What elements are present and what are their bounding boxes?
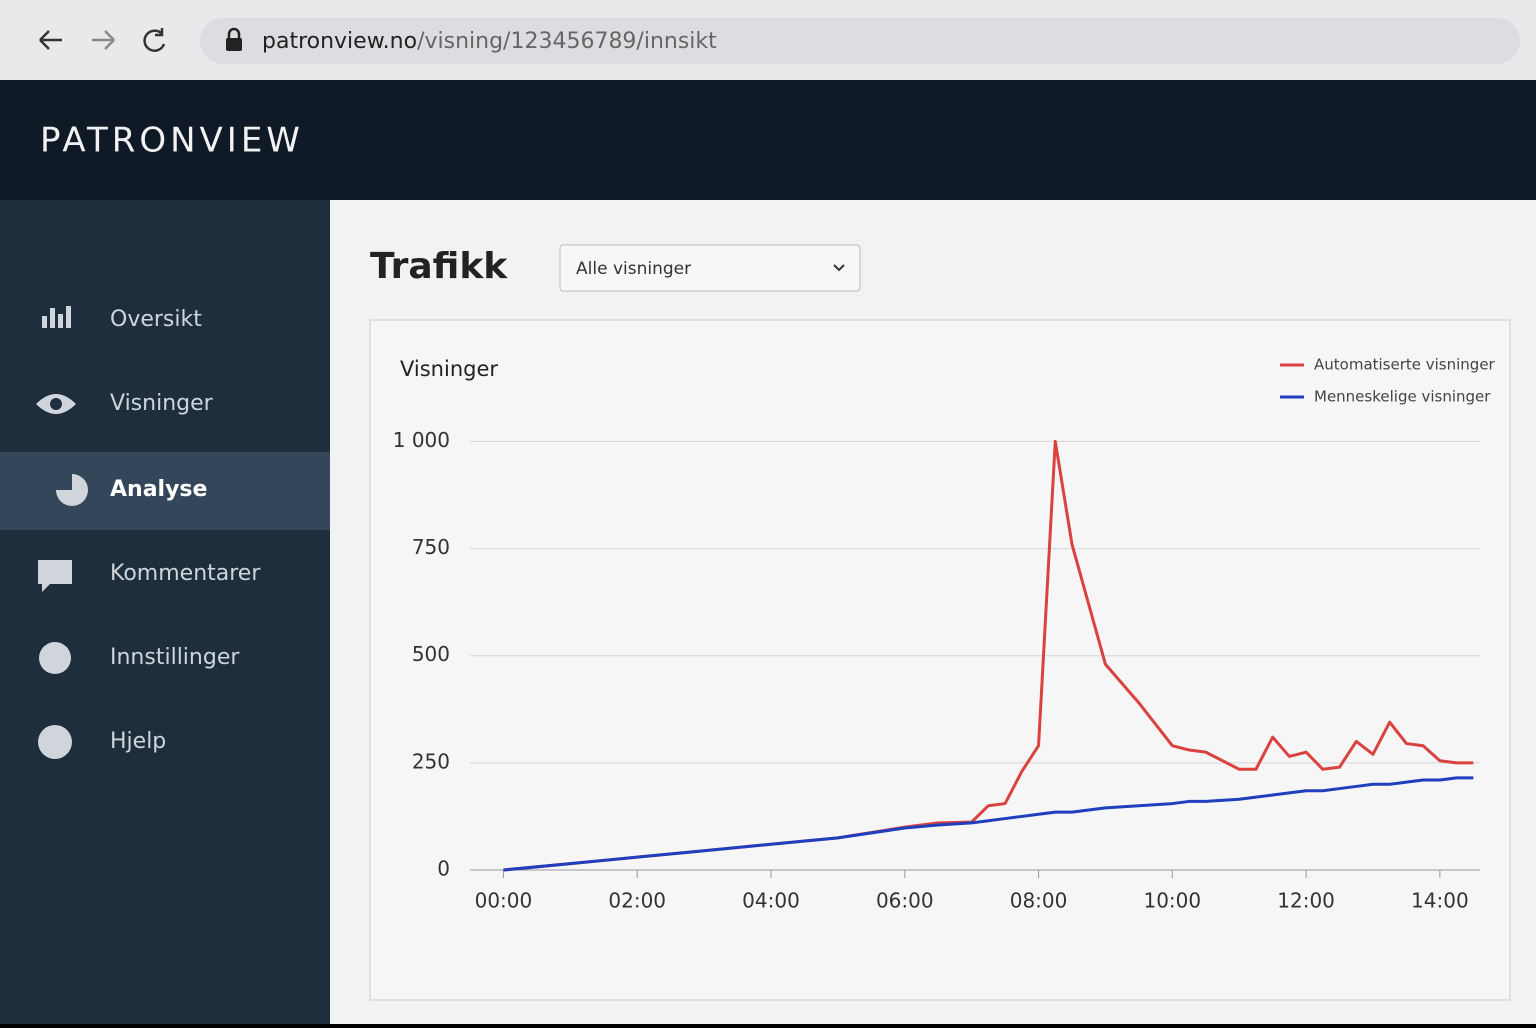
nav-item[interactable]: Analyse: [0, 452, 330, 530]
nav-icon: [42, 306, 71, 328]
browser-controls: [39, 28, 166, 52]
x-tick-label: 00:00: [475, 889, 533, 913]
nav: Oversikt Visninger Analyse Kommentarer Innst…: [0, 306, 330, 759]
y-tick-label: 250: [412, 749, 450, 773]
x-tick-label: 14:00: [1411, 889, 1469, 913]
nav-item[interactable]: Oversikt: [42, 306, 202, 332]
y-tick-label: 0: [437, 857, 450, 881]
x-tick-label: 06:00: [876, 889, 934, 913]
nav-label: Kommentarer: [110, 561, 261, 586]
chart: Visninger 0 250 500 750 1 000 00:00 02:00 04:00…: [393, 356, 1496, 913]
x-tick-label: 04:00: [742, 889, 800, 913]
lock-icon: [226, 27, 242, 51]
nav-label: Innstillinger: [110, 645, 240, 670]
url-domain: patronview.no: [262, 29, 417, 54]
x-tick-label: 10:00: [1143, 889, 1201, 913]
page-title: Trafikk: [370, 246, 508, 287]
legend-label: Automatiserte visninger: [1314, 356, 1496, 374]
x-tick-label: 08:00: [1010, 889, 1068, 913]
nav-active-bg: [0, 452, 330, 530]
nav-item[interactable]: Visninger: [36, 391, 214, 416]
dropdown[interactable]: [559, 244, 861, 292]
dropdown-caret: [833, 264, 845, 272]
address-bar[interactable]: [200, 18, 1520, 64]
back-button[interactable]: [39, 30, 62, 50]
nav-item[interactable]: Hjelp: [38, 725, 166, 759]
y-tick-label: 500: [412, 642, 450, 666]
nav-icon: [39, 642, 71, 674]
url-path: /visning/123456789/innsikt: [417, 29, 717, 54]
dropdown-value: Alle visninger: [576, 259, 691, 279]
nav-label: Hjelp: [110, 729, 166, 754]
chart-title: Visninger: [400, 357, 498, 381]
nav-label: Oversikt: [110, 307, 202, 332]
y-tick-label: 750: [412, 535, 450, 559]
nav-label: Visninger: [110, 391, 214, 416]
nav-icon: [56, 474, 88, 506]
reload-button[interactable]: [143, 28, 166, 52]
chart-card: [369, 319, 1511, 1001]
legend-label: Menneskelige visninger: [1314, 388, 1491, 406]
x-tick-label: 02:00: [608, 889, 666, 913]
app-header: [0, 80, 1536, 200]
forward-button[interactable]: [92, 30, 115, 50]
nav-item[interactable]: Innstillinger: [39, 642, 240, 674]
sidebar: [0, 200, 330, 1024]
series-line: [503, 776, 1474, 872]
nav-label: Analyse: [110, 477, 207, 502]
nav-icon: [38, 560, 72, 592]
brand[interactable]: PATRONVIEW: [40, 121, 304, 161]
nav-item[interactable]: Kommentarer: [38, 560, 261, 592]
nav-icon: [38, 725, 72, 759]
nav-icon: [36, 394, 76, 414]
url: patronview.no/visning/123456789/innsikt: [262, 29, 717, 54]
x-tick-label: 12:00: [1277, 889, 1335, 913]
y-tick-label: 1 000: [393, 428, 450, 452]
